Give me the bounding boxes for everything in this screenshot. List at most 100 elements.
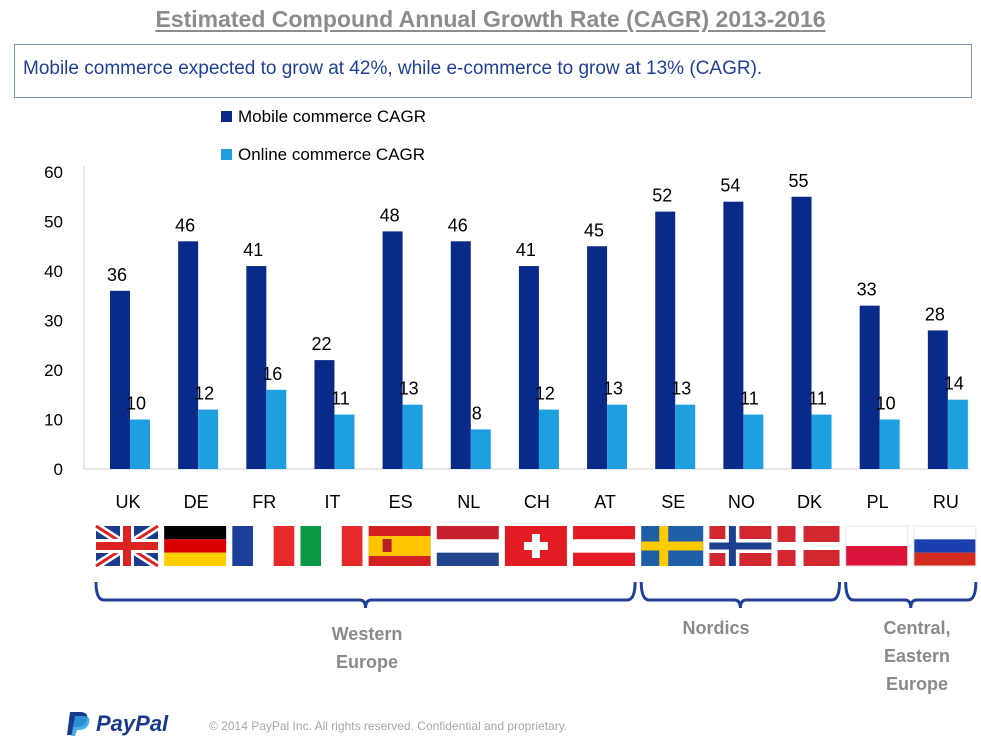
legend-swatch bbox=[221, 149, 232, 160]
x-tick-label: NO bbox=[728, 492, 755, 512]
x-tick-label: AT bbox=[594, 492, 616, 512]
norway-flag-icon bbox=[709, 526, 772, 566]
flag-stripe bbox=[436, 552, 499, 566]
data-label: 48 bbox=[380, 205, 400, 225]
austria-flag-icon bbox=[573, 526, 636, 566]
bar bbox=[470, 429, 491, 469]
flag-cross bbox=[709, 542, 772, 550]
bracket-line bbox=[844, 581, 978, 609]
bar bbox=[314, 360, 335, 469]
data-label: 46 bbox=[448, 215, 468, 235]
data-label: 12 bbox=[194, 384, 214, 404]
data-label: 14 bbox=[944, 374, 964, 394]
bar bbox=[110, 290, 130, 469]
bar bbox=[198, 409, 219, 469]
flag-stripe bbox=[573, 539, 636, 553]
bar bbox=[178, 241, 199, 469]
bar bbox=[607, 404, 628, 469]
chart-title-text: Estimated Compound Annual Growth Rate (C… bbox=[155, 6, 826, 32]
uk-flag-icon bbox=[93, 522, 161, 570]
flag-stripe bbox=[913, 552, 976, 566]
data-label: 52 bbox=[652, 186, 672, 206]
flag-cross bbox=[523, 542, 548, 550]
bar bbox=[382, 231, 403, 469]
legend-swatch bbox=[221, 111, 232, 122]
flag-stripe bbox=[368, 536, 431, 556]
chart-subtitle: Mobile commerce expected to grow at 42%,… bbox=[14, 44, 972, 98]
bar bbox=[927, 330, 948, 469]
region-label-line: Europe bbox=[886, 674, 948, 694]
bracket-line bbox=[639, 581, 842, 609]
x-tick-label: IT bbox=[324, 492, 340, 512]
x-tick-label: NL bbox=[457, 492, 480, 512]
data-label: 12 bbox=[535, 384, 555, 404]
y-tick-label: 0 bbox=[54, 460, 63, 479]
y-tick-label: 20 bbox=[44, 361, 63, 380]
bar bbox=[723, 201, 744, 469]
data-label: 46 bbox=[175, 215, 195, 235]
flag-stripe bbox=[436, 539, 499, 553]
poland-flag-icon bbox=[845, 525, 909, 567]
france-flag-icon bbox=[232, 526, 295, 566]
bar bbox=[655, 211, 676, 469]
bar bbox=[791, 196, 812, 469]
y-tick-label: 40 bbox=[44, 262, 63, 281]
region-label: Nordics bbox=[682, 618, 749, 638]
y-tick-label: 60 bbox=[44, 163, 63, 182]
flag-stripe bbox=[164, 552, 227, 566]
x-tick-label: UK bbox=[115, 492, 140, 512]
bar bbox=[518, 266, 539, 469]
flag-stripe bbox=[321, 526, 342, 566]
data-label: 8 bbox=[472, 403, 482, 423]
switzerland-flag-icon bbox=[504, 526, 567, 566]
netherlands-flag-icon bbox=[436, 526, 499, 566]
region-label-line: Western bbox=[332, 624, 403, 644]
data-label: 36 bbox=[107, 265, 127, 285]
bar bbox=[450, 241, 471, 469]
germany-flag-icon bbox=[164, 526, 227, 566]
region-label-line: Nordics bbox=[682, 618, 749, 638]
data-label: 10 bbox=[126, 394, 146, 414]
flag-stripe bbox=[573, 552, 636, 566]
x-tick-label: ES bbox=[389, 492, 413, 512]
flag-stripe bbox=[913, 526, 976, 540]
flag-cross bbox=[641, 541, 704, 551]
legend-label: Mobile commerce CAGR bbox=[238, 107, 426, 126]
flag-stripe bbox=[164, 526, 227, 540]
bar bbox=[266, 389, 287, 469]
russia-flag-icon bbox=[913, 525, 977, 567]
bar bbox=[675, 404, 696, 469]
bar bbox=[859, 305, 880, 469]
region-label: Central, Eastern Europe bbox=[883, 618, 950, 694]
flag-border bbox=[845, 525, 909, 567]
data-label: 13 bbox=[399, 379, 419, 399]
data-label: 11 bbox=[331, 389, 350, 409]
data-label: 22 bbox=[311, 334, 331, 354]
flag-border bbox=[913, 525, 977, 567]
data-label: 10 bbox=[876, 394, 896, 414]
paypal-p-icon bbox=[67, 712, 90, 736]
denmark-flag-icon bbox=[777, 526, 840, 566]
data-label: 16 bbox=[262, 364, 282, 384]
bar bbox=[130, 419, 150, 469]
flag-stripe bbox=[300, 526, 322, 566]
region-label-line: Europe bbox=[336, 652, 398, 672]
x-tick-label: DE bbox=[184, 492, 209, 512]
flag-stripe bbox=[232, 526, 253, 566]
data-label: 55 bbox=[789, 171, 809, 191]
series-online: 10 12 16 11 13 8 12 13 13 11 11 10 14 bbox=[126, 364, 968, 469]
region-bracket: Nordics bbox=[639, 581, 842, 638]
data-label: 41 bbox=[516, 240, 536, 260]
region-label: Western Europe bbox=[332, 624, 403, 672]
x-tick-label: SE bbox=[661, 492, 685, 512]
x-tick-label: DK bbox=[797, 492, 822, 512]
spain-flag-icon bbox=[368, 526, 431, 566]
x-tick-label: PL bbox=[867, 492, 889, 512]
flag-stripe bbox=[845, 526, 908, 546]
flag-cross bbox=[96, 542, 158, 550]
data-label: 45 bbox=[584, 220, 604, 240]
y-tick-label: 10 bbox=[44, 411, 63, 430]
data-label: 11 bbox=[740, 389, 759, 409]
y-tick-label: 50 bbox=[44, 213, 63, 232]
flag-stripe bbox=[164, 539, 227, 553]
